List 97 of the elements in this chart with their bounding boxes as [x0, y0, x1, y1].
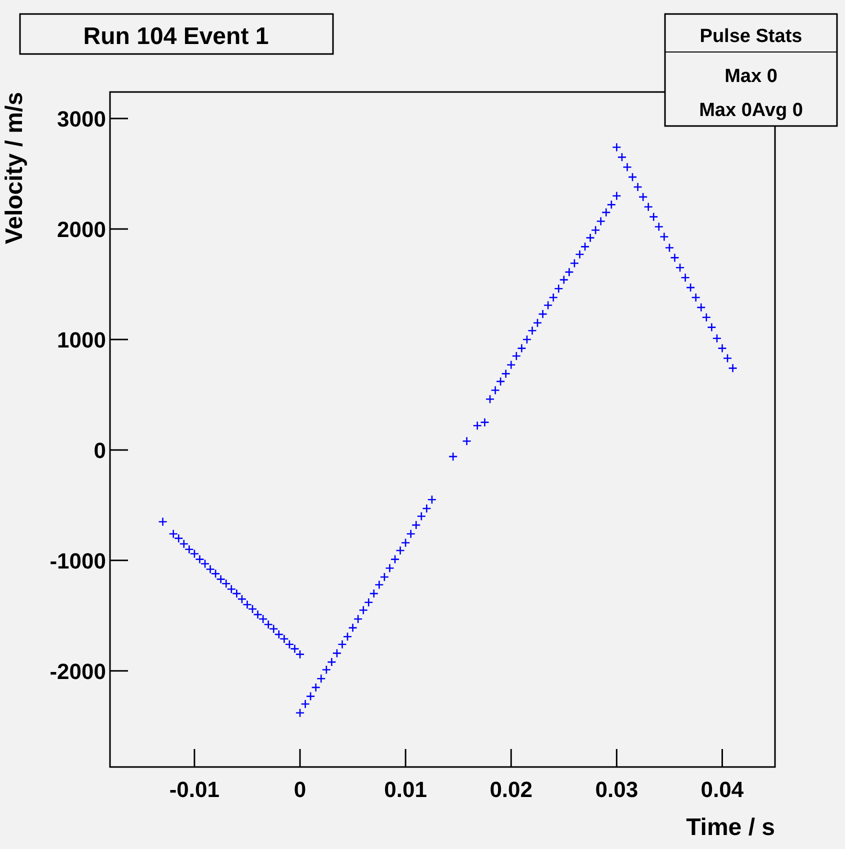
point [570, 258, 580, 268]
y-tick-label: -1000 [50, 548, 106, 574]
point [512, 351, 522, 361]
point [322, 665, 332, 674]
y-tick-label: 2000 [57, 216, 106, 242]
x-tick-label: 0.03 [595, 777, 638, 802]
point [528, 326, 537, 336]
point [506, 360, 516, 370]
point [485, 394, 495, 404]
point [300, 699, 310, 709]
point [390, 554, 400, 564]
point [702, 312, 712, 322]
point [675, 263, 685, 272]
point [564, 267, 574, 277]
text: Pulse Stats [700, 26, 802, 47]
point [596, 216, 606, 226]
point [380, 572, 390, 582]
point [686, 282, 696, 292]
point [327, 657, 336, 667]
point [575, 250, 584, 260]
point [522, 334, 532, 344]
point [427, 495, 437, 504]
point [644, 202, 653, 212]
point [660, 232, 669, 242]
annotation: Max 0Avg 0 [699, 100, 803, 121]
point [411, 520, 421, 530]
point [400, 538, 410, 548]
point [332, 648, 342, 658]
chart-title: Run 104 Event 1 [83, 23, 269, 50]
text: Max 0 [724, 66, 778, 87]
point [364, 598, 374, 608]
point [490, 386, 500, 395]
point [306, 692, 316, 701]
point [712, 334, 722, 344]
point [501, 369, 510, 378]
point [538, 309, 548, 319]
point [633, 182, 642, 192]
point [369, 588, 379, 598]
x-tick-label: 0.02 [490, 777, 533, 802]
point [601, 208, 611, 218]
y-tick-label: 3000 [57, 106, 106, 132]
x-tick-label: 0 [294, 777, 306, 802]
x-axis-title: Time / s [686, 814, 775, 841]
point [472, 420, 482, 430]
point [422, 504, 432, 514]
point [612, 142, 622, 152]
point [543, 300, 553, 310]
point [680, 272, 690, 282]
point [316, 674, 326, 684]
point [517, 344, 526, 353]
y-tick-label: 0 [94, 438, 106, 463]
point [638, 192, 648, 202]
point [548, 292, 558, 302]
point [342, 632, 352, 642]
point [559, 275, 569, 284]
point [707, 322, 716, 332]
point [338, 640, 347, 650]
x-tick-label: 0.01 [384, 777, 427, 802]
point [374, 580, 384, 590]
point [496, 376, 506, 386]
point [385, 563, 394, 573]
point [664, 243, 674, 252]
point [532, 318, 542, 328]
point [311, 682, 320, 692]
point [622, 162, 632, 172]
point [612, 191, 622, 200]
x-tick-label: -0.01 [169, 777, 220, 802]
point [448, 452, 458, 462]
point [586, 233, 595, 242]
point [406, 529, 416, 539]
point [722, 354, 732, 363]
point [358, 605, 368, 615]
point [617, 152, 627, 162]
point [353, 614, 363, 624]
point [416, 512, 426, 521]
y-tick-label: 1000 [57, 327, 106, 352]
point [606, 200, 616, 210]
point [396, 546, 405, 556]
point [718, 344, 727, 353]
point [554, 284, 564, 294]
x-tick-label: 0.04 [700, 777, 744, 802]
y-tick-label: -2000 [50, 658, 106, 684]
point [628, 172, 638, 182]
point [648, 212, 658, 222]
point [580, 242, 590, 252]
y-axis-title: Velocity / m/s [1, 92, 28, 244]
point [696, 302, 706, 312]
point [295, 708, 305, 718]
point [348, 623, 358, 632]
point [691, 292, 700, 302]
point [590, 225, 600, 235]
point [462, 436, 472, 446]
point [728, 364, 738, 373]
point [480, 418, 490, 427]
point [670, 253, 680, 262]
point [158, 517, 168, 526]
point [654, 222, 664, 232]
